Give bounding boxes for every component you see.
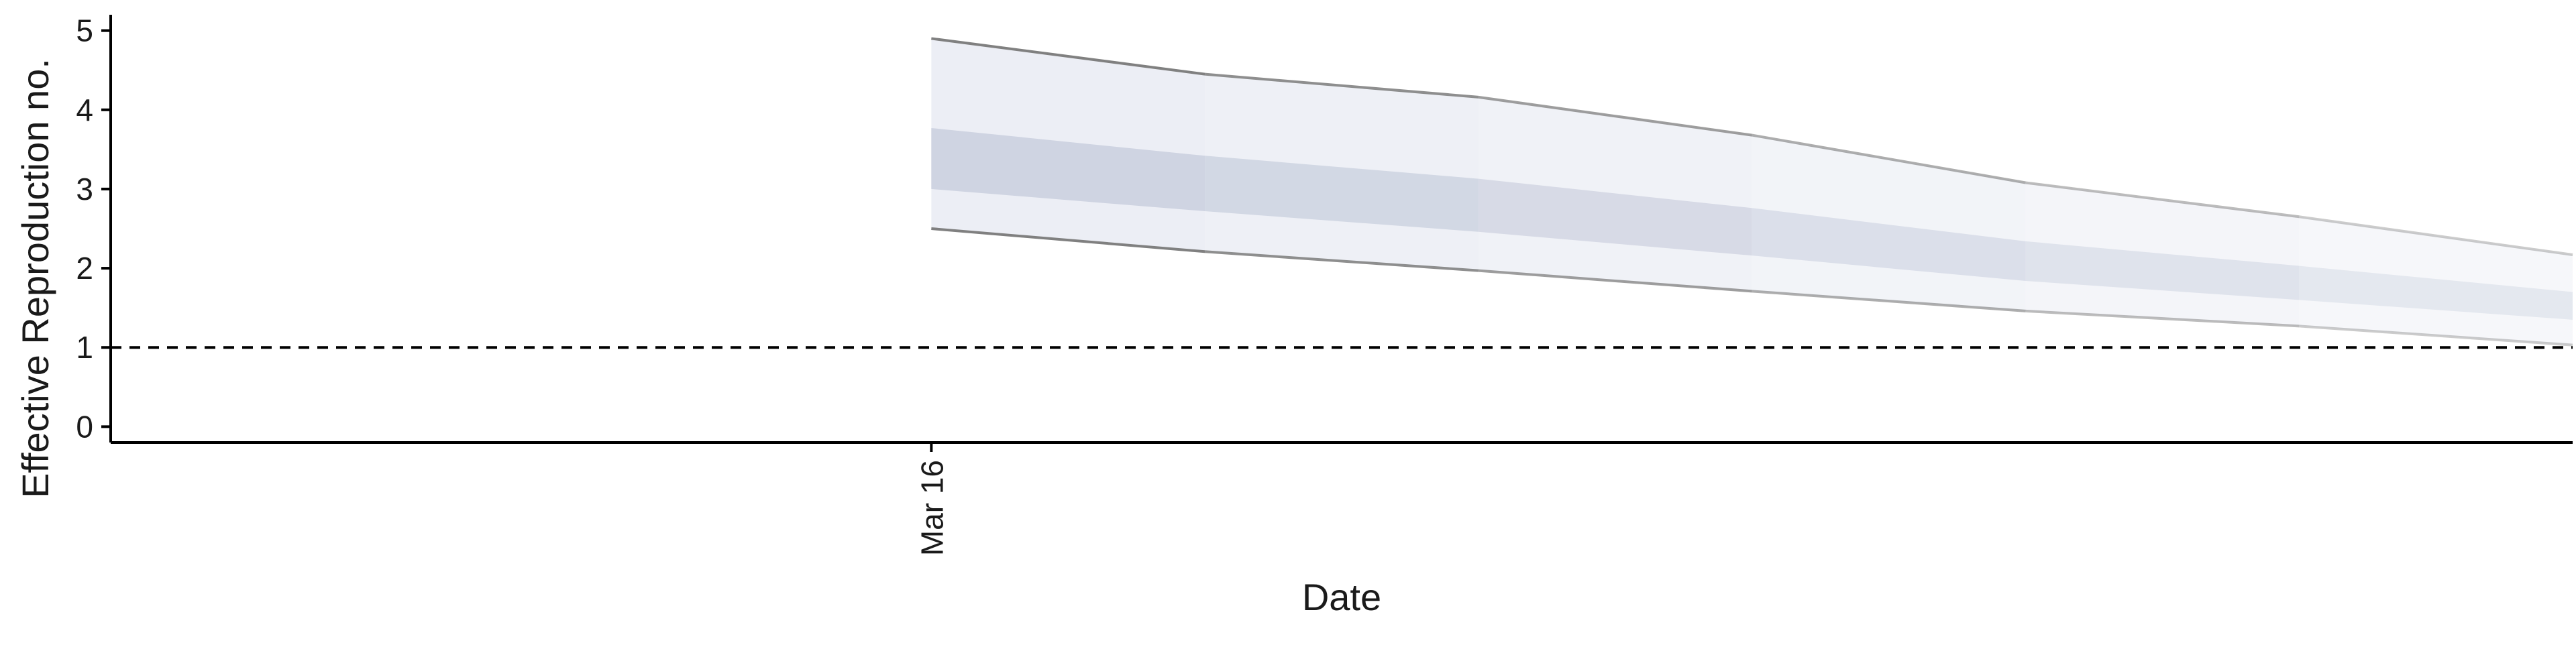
upper-bound-line [1752, 133, 2026, 184]
inner-band-segment [1752, 208, 2026, 281]
lower-bound-line [2025, 309, 2300, 328]
lower-bound-line [931, 227, 1205, 253]
x-axis-title: Date [1302, 576, 1381, 618]
upper-bound-line [2025, 181, 2300, 219]
x-tick-label: Mar 16 [914, 460, 949, 556]
upper-bound-line [931, 37, 1205, 76]
y-tick-label: 0 [76, 409, 93, 444]
lower-bound-line [1478, 269, 1752, 293]
plot-area [931, 37, 2573, 347]
lower-bound-line [2299, 325, 2573, 347]
y-axis-title: Effective Reproduction no. [14, 58, 56, 498]
y-tick-label: 5 [76, 13, 93, 48]
inner-band-segment [2025, 241, 2300, 300]
inner-band-segment [1478, 178, 1752, 256]
y-tick-label: 2 [76, 251, 93, 286]
lower-bound-line [1752, 290, 2026, 312]
inner-band-segment [931, 127, 1205, 212]
inner-band-segment [2299, 266, 2573, 320]
outer-band-segment [2299, 217, 2573, 345]
y-tick-label: 3 [76, 172, 93, 207]
lower-bound-line [1204, 250, 1479, 272]
y-tick-label: 1 [76, 330, 93, 365]
upper-bound-line [1204, 72, 1479, 99]
upper-bound-line [1478, 95, 1752, 137]
y-tick-label: 4 [76, 93, 93, 127]
upper-bound-line [2298, 215, 2573, 256]
inner-band-segment [1205, 156, 1479, 232]
axes: 0 1 2 3 4 5 Mar 16 [76, 13, 2573, 556]
